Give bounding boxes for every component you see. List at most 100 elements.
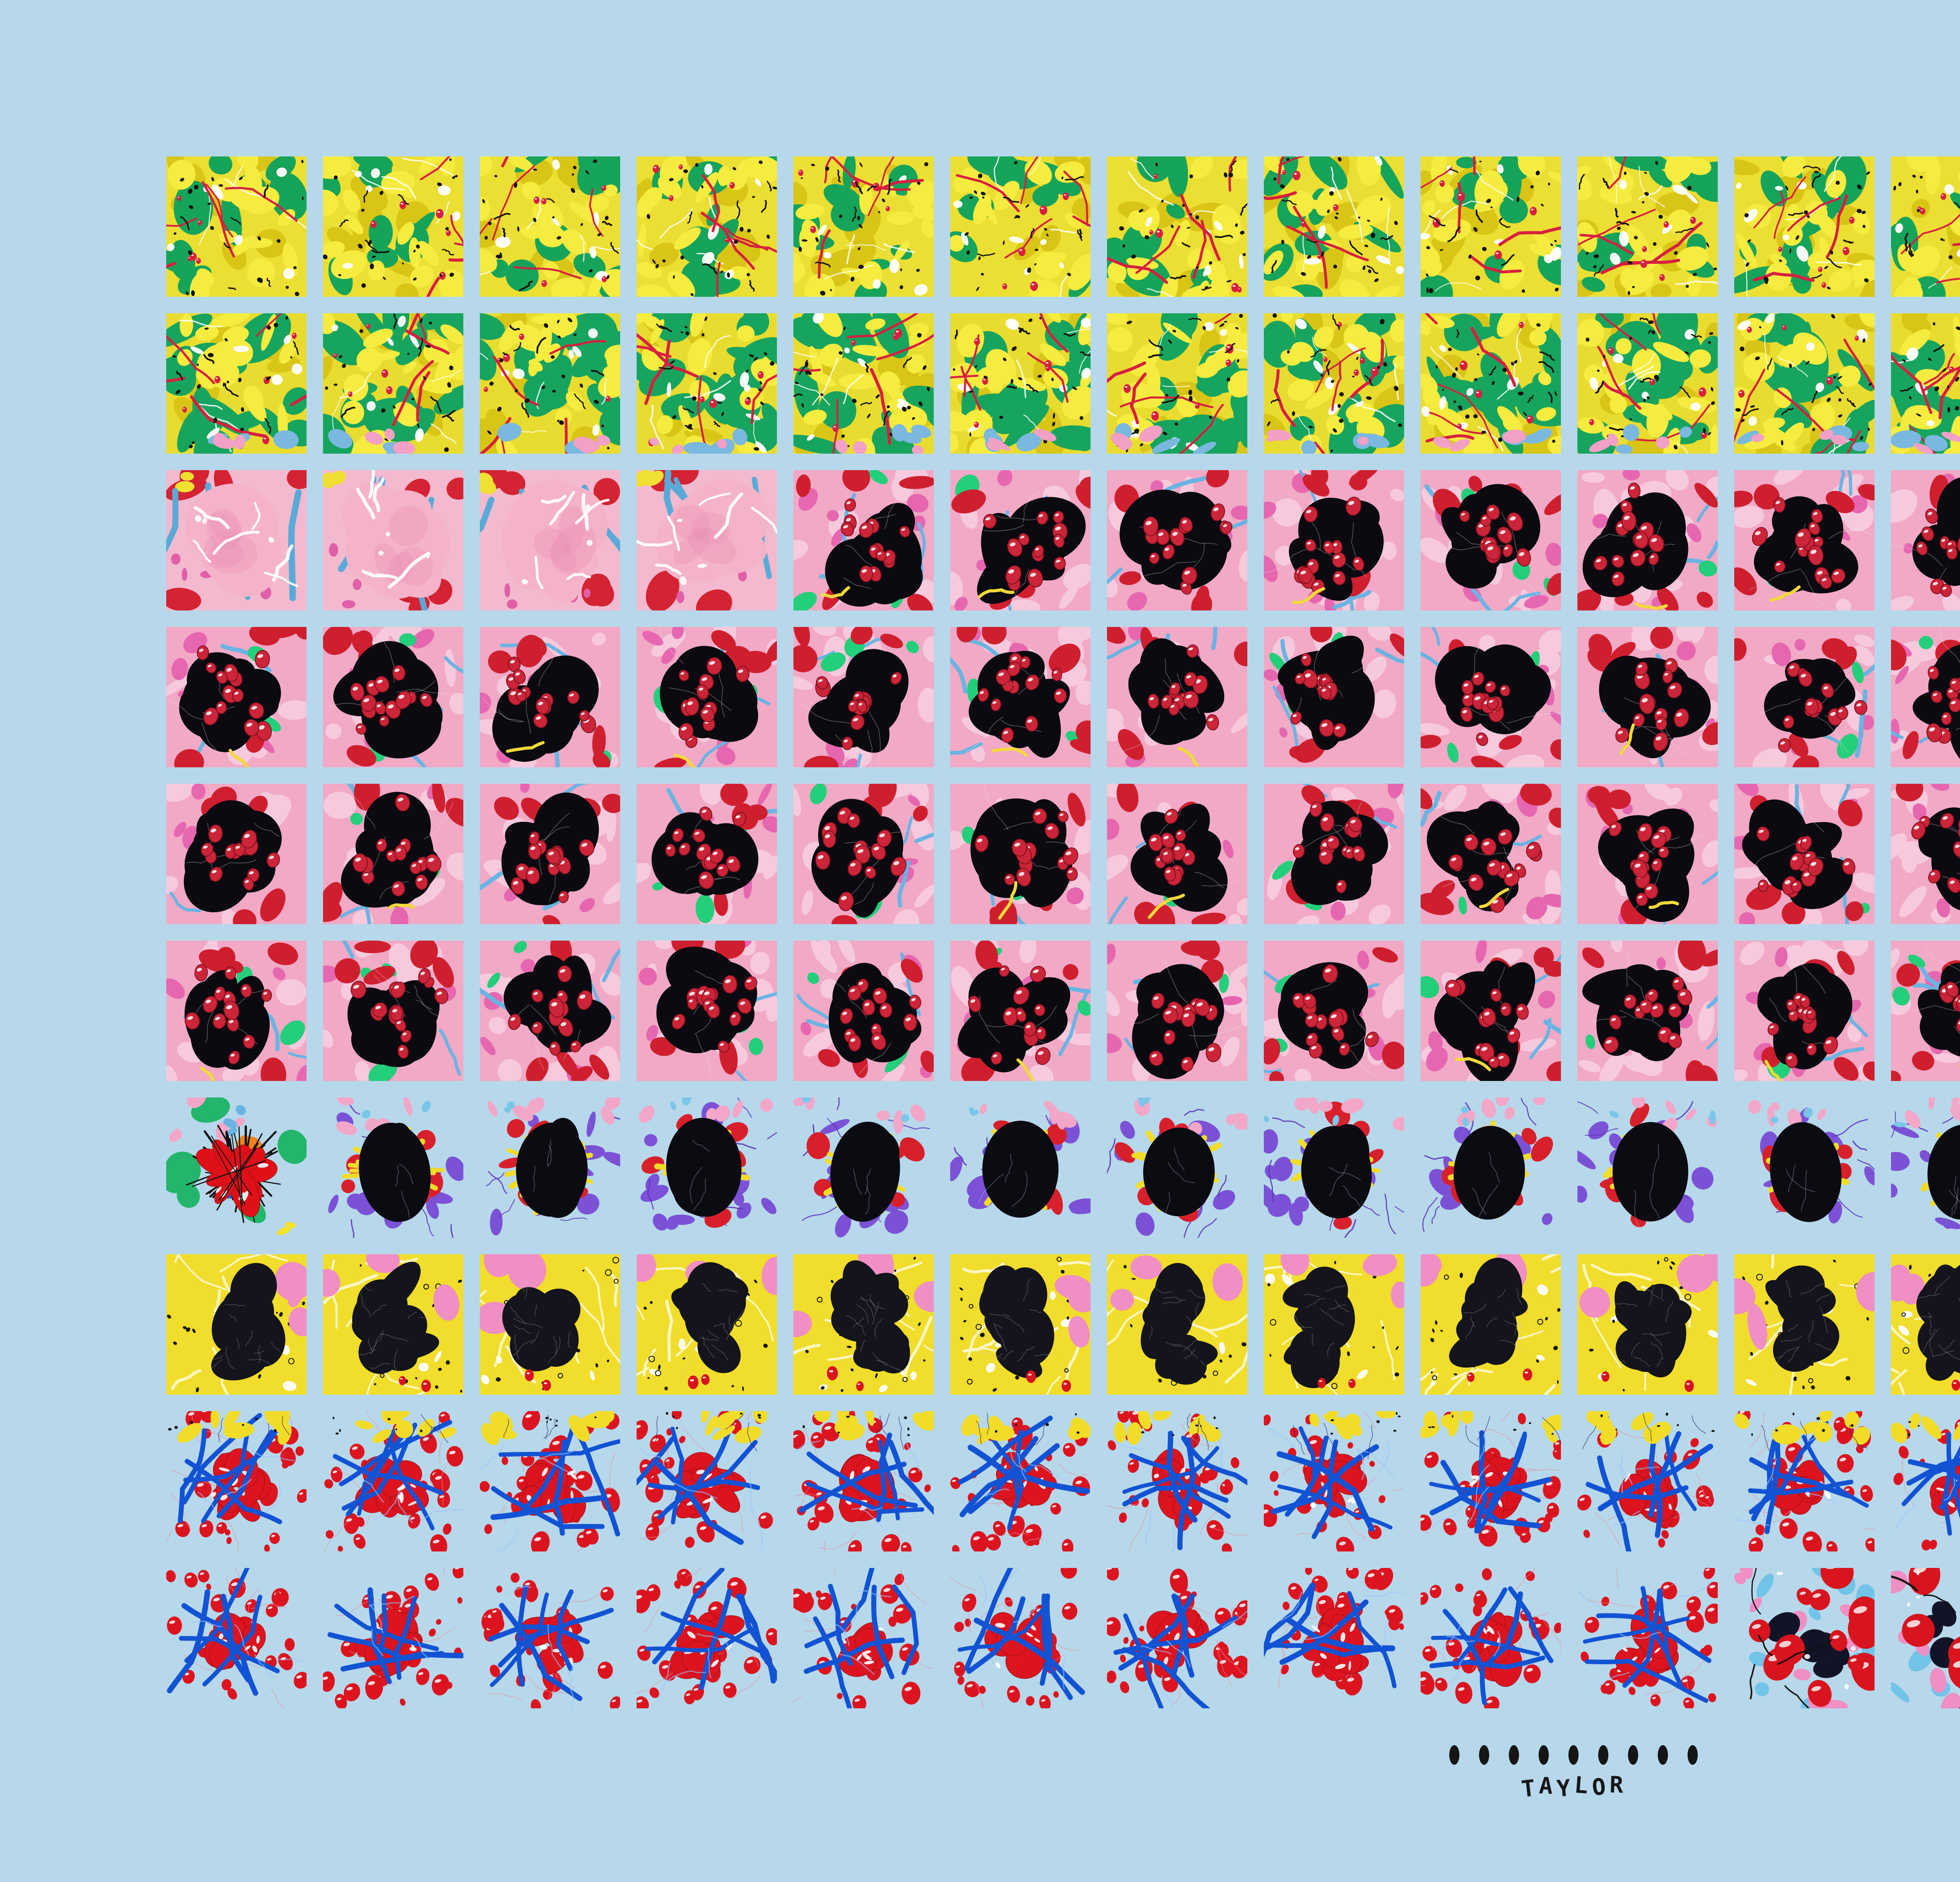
art-tile-black-blob-red-berries [793, 470, 934, 610]
art-tile-red-cluster-blue-tubes-yellow-top [950, 1411, 1091, 1551]
art-tile-black-egg-purple-starburst [637, 1097, 777, 1238]
art-tile-black-blob-red-berries [166, 784, 307, 924]
art-tile-black-blob-red-berries [1107, 784, 1247, 924]
art-tile-black-blob-red-berries [1421, 941, 1561, 1081]
art-tile-black-blob-red-berries [1577, 470, 1718, 610]
art-tile-yellow-green-splatter [1107, 313, 1247, 454]
art-tile-red-cluster-blue-tubes-yellow-top [1577, 1411, 1718, 1551]
art-tile-black-blob-red-berries [323, 784, 463, 924]
art-tile-black-egg-purple-starburst [1421, 1097, 1561, 1238]
art-tile-yellow-pollock-splatter [323, 156, 463, 297]
art-tile-black-blob-red-berries [1734, 627, 1875, 767]
art-tile-black-blob-red-berries [793, 627, 934, 767]
art-tile-yellow-green-splatter [480, 313, 620, 454]
art-tile-yellow-green-splatter [793, 313, 934, 454]
art-tile-yellow-green-splatter [950, 313, 1091, 454]
art-tile-black-blob-red-berries [1734, 470, 1875, 610]
art-tile-pink-gloss-blob [480, 470, 620, 610]
dot [1568, 1745, 1579, 1765]
art-tile-yellow-pollock-splatter [166, 156, 307, 297]
art-tile-black-scribble-on-yellow [637, 1254, 777, 1395]
art-tile-yellow-pollock-splatter [1107, 156, 1247, 297]
art-tile-black-scribble-on-yellow [1107, 1254, 1247, 1395]
art-tile-black-blob-red-berries [1264, 627, 1404, 767]
art-tile-yellow-green-splatter [1421, 313, 1561, 454]
art-tile-pink-gloss-blob [166, 470, 307, 610]
art-tile-red-navy-cherry-mix [1734, 1568, 1875, 1708]
art-tile-black-blob-red-berries [1891, 784, 1960, 924]
art-tile-yellow-pollock-splatter [1734, 156, 1875, 297]
art-tile-yellow-pollock-splatter [637, 156, 777, 297]
art-tile-red-cluster-blue-tubes-yellow-top [1107, 1411, 1247, 1551]
art-tile-red-cluster-blue-tubes-yellow-top [166, 1411, 307, 1551]
art-tile-yellow-green-splatter [1891, 313, 1960, 454]
art-tile-black-blob-red-berries [637, 941, 777, 1081]
art-tile-black-scribble-on-yellow [1421, 1254, 1561, 1395]
art-tile-red-cluster-blue-tubes-yellow-top [1264, 1411, 1404, 1551]
art-tile-black-blob-red-berries [480, 784, 620, 924]
art-tile-red-cluster-blue-tubes-plain [1577, 1568, 1718, 1708]
art-tile-red-cluster-blue-tubes-yellow-top [1734, 1411, 1875, 1551]
art-tile-black-blob-red-berries [637, 784, 777, 924]
art-tile-black-blob-red-berries [950, 470, 1091, 610]
art-tile-black-blob-red-berries [1264, 784, 1404, 924]
art-tile-yellow-pollock-splatter [1891, 156, 1960, 297]
dot [1449, 1745, 1459, 1765]
art-tile-pink-gloss-blob [323, 470, 463, 610]
art-tile-yellow-pollock-splatter [1421, 156, 1561, 297]
art-tile-black-egg-purple-starburst [1891, 1097, 1960, 1238]
art-tile-red-cluster-blue-tubes-plain [480, 1568, 620, 1708]
art-tile-yellow-green-splatter [1577, 313, 1718, 454]
art-tile-yellow-pollock-splatter [480, 156, 620, 297]
art-tile-black-blob-red-berries [480, 627, 620, 767]
art-tile-black-scribble-on-yellow [793, 1254, 934, 1395]
art-tile-yellow-green-splatter [166, 313, 307, 454]
art-tile-yellow-pollock-splatter [793, 156, 934, 297]
art-tile-black-egg-purple-starburst [793, 1097, 934, 1238]
art-tile-black-blob-red-berries [1421, 470, 1561, 610]
art-tile-red-cluster-blue-tubes-plain [793, 1568, 934, 1708]
dot [1628, 1745, 1638, 1765]
art-tile-black-blob-red-berries [1577, 627, 1718, 767]
art-tile-black-scribble-on-yellow [166, 1254, 307, 1395]
art-tile-black-blob-red-berries [793, 941, 934, 1081]
art-tile-black-egg-purple-starburst [323, 1097, 463, 1238]
art-tile-red-cluster-blue-tubes-yellow-top [480, 1411, 620, 1551]
art-tile-black-blob-red-berries [323, 627, 463, 767]
art-tile-yellow-green-splatter [323, 313, 463, 454]
dot [1598, 1745, 1608, 1765]
art-tile-black-blob-red-berries [1734, 941, 1875, 1081]
signature-letter: L [1573, 1771, 1593, 1800]
art-tile-black-blob-red-berries [1421, 784, 1561, 924]
art-tile-black-scribble-on-yellow [480, 1254, 620, 1395]
art-tile-red-cluster-blue-tubes-plain [323, 1568, 463, 1708]
dot [1658, 1745, 1668, 1765]
art-tile-black-blob-red-berries [480, 941, 620, 1081]
dot [1479, 1745, 1489, 1765]
art-tile-black-blob-red-berries [1107, 627, 1247, 767]
art-tile-black-blob-red-berries [950, 941, 1091, 1081]
art-tile-black-blob-red-berries [950, 784, 1091, 924]
art-tile-black-egg-purple-starburst [480, 1097, 620, 1238]
art-tile-black-scribble-on-yellow [1891, 1254, 1960, 1395]
art-tile-yellow-green-splatter [1734, 313, 1875, 454]
art-tile-black-blob-red-berries [1891, 470, 1960, 610]
art-tile-black-scribble-on-yellow [950, 1254, 1091, 1395]
art-tile-black-blob-red-berries [1264, 470, 1404, 610]
art-tile-black-scribble-on-yellow [1734, 1254, 1875, 1395]
art-tile-red-cluster-blue-tubes-plain [166, 1568, 307, 1708]
art-tile-red-cluster-blue-tubes-yellow-top [793, 1411, 934, 1551]
art-tile-black-blob-red-berries [1891, 627, 1960, 767]
dot [1688, 1745, 1698, 1765]
art-tile-black-blob-red-berries [1577, 941, 1718, 1081]
art-tile-black-egg-purple-starburst [950, 1097, 1091, 1238]
art-tile-black-blob-red-berries [166, 941, 307, 1081]
signature-letter: A [1538, 1772, 1557, 1800]
art-tile-yellow-green-splatter [637, 313, 777, 454]
art-tile-pink-gloss-blob [637, 470, 777, 610]
art-tile-black-blob-red-berries [1107, 470, 1247, 610]
art-tile-black-scribble-on-yellow [1264, 1254, 1404, 1395]
art-tile-red-flower-black-spikes [166, 1097, 307, 1238]
art-tile-black-blob-red-berries [166, 627, 307, 767]
